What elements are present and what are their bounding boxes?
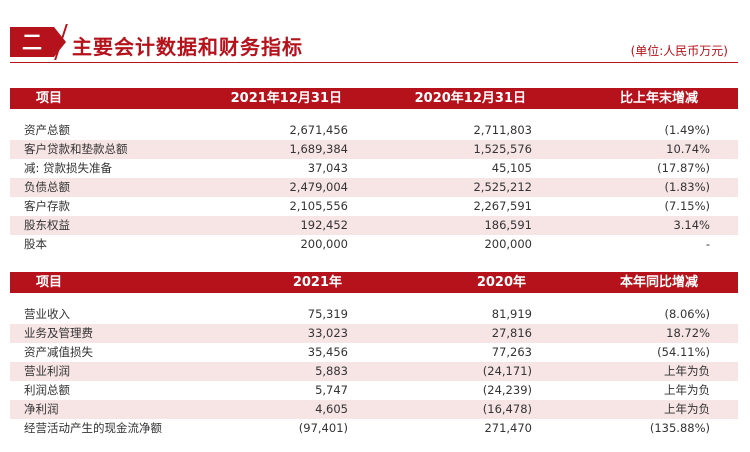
cell-value: 2,479,004 bbox=[289, 180, 348, 194]
cell-value: 5,747 bbox=[315, 383, 348, 397]
income-table-header: 项目 2021年 2020年 本年同比增减 bbox=[10, 272, 738, 293]
section-number-badge: 二 bbox=[10, 27, 66, 57]
cell-value: 33,023 bbox=[307, 326, 348, 340]
row-label: 利润总额 bbox=[24, 383, 70, 397]
unit-note: (单位:人民币万元) bbox=[630, 44, 728, 58]
header-rule bbox=[10, 62, 738, 63]
section-header: 二 主要会计数据和财务指标 (单位:人民币万元) bbox=[0, 0, 750, 64]
table-row: 营业收入 75,319 81,919 (8.06%) bbox=[10, 305, 738, 324]
row-label: 营业收入 bbox=[24, 307, 70, 321]
cell-value: 192,452 bbox=[300, 218, 348, 232]
cell-value: (135.88%) bbox=[649, 421, 710, 435]
cell-value: 3.14% bbox=[673, 218, 710, 232]
column-header: 2020年12月31日 bbox=[414, 91, 526, 106]
cell-value: (17.87%) bbox=[657, 161, 710, 175]
cell-value: (1.83%) bbox=[664, 180, 710, 194]
cell-value: 上年为负 bbox=[664, 402, 710, 416]
cell-value: 2,525,212 bbox=[473, 180, 532, 194]
row-label: 净利润 bbox=[24, 402, 59, 416]
table-row: 股本 200,000 200,000 - bbox=[10, 235, 738, 254]
page-title: 主要会计数据和财务指标 bbox=[72, 35, 303, 59]
column-header: 项目 bbox=[36, 275, 63, 290]
row-label: 经营活动产生的现金流净额 bbox=[24, 421, 162, 435]
cell-value: 4,605 bbox=[315, 402, 348, 416]
cell-value: 37,043 bbox=[307, 161, 348, 175]
cell-value: 77,263 bbox=[491, 345, 532, 359]
cell-value: 2,267,591 bbox=[473, 199, 532, 213]
cell-value: 2,105,556 bbox=[289, 199, 348, 213]
table-row: 负债总额 2,479,004 2,525,212 (1.83%) bbox=[10, 178, 738, 197]
cell-value: 81,919 bbox=[491, 307, 532, 321]
row-label: 业务及管理费 bbox=[24, 326, 93, 340]
cell-value: 18.72% bbox=[666, 326, 710, 340]
cell-value: (24,171) bbox=[482, 364, 532, 378]
cell-value: 200,000 bbox=[300, 237, 348, 251]
row-label: 负债总额 bbox=[24, 180, 70, 194]
table-gap bbox=[10, 293, 738, 305]
table-row: 客户存款 2,105,556 2,267,591 (7.15%) bbox=[10, 197, 738, 216]
cell-value: (1.49%) bbox=[664, 123, 710, 137]
cell-value: (54.11%) bbox=[657, 345, 710, 359]
row-label: 减: 贷款损失准备 bbox=[24, 161, 113, 175]
balance-table-header: 项目 2021年12月31日 2020年12月31日 比上年末增减 bbox=[10, 88, 738, 109]
column-header: 项目 bbox=[36, 91, 63, 106]
cell-value: 75,319 bbox=[307, 307, 348, 321]
cell-value: 2,671,456 bbox=[289, 123, 348, 137]
cell-value: (8.06%) bbox=[664, 307, 710, 321]
table-row: 客户贷款和垫款总额 1,689,384 1,525,576 10.74% bbox=[10, 140, 738, 159]
column-header: 2020年 bbox=[476, 275, 526, 290]
table-row: 营业利润 5,883 (24,171) 上年为负 bbox=[10, 362, 738, 381]
row-label: 股东权益 bbox=[24, 218, 70, 232]
table-row: 资产总额 2,671,456 2,711,803 (1.49%) bbox=[10, 121, 738, 140]
table-row: 经营活动产生的现金流净额 (97,401) 271,470 (135.88%) bbox=[10, 419, 738, 438]
income-statement-table: 项目 2021年 2020年 本年同比增减营业收入 75,319 81,919 (8.06%… bbox=[10, 272, 738, 438]
cell-value: 1,525,576 bbox=[473, 142, 532, 156]
cell-value: (24,239) bbox=[482, 383, 532, 397]
row-label: 客户贷款和垫款总额 bbox=[24, 142, 128, 156]
table-row: 资产减值损失 35,456 77,263 (54.11%) bbox=[10, 343, 738, 362]
cell-value: 1,689,384 bbox=[289, 142, 348, 156]
cell-value: 5,883 bbox=[315, 364, 348, 378]
row-label: 资产减值损失 bbox=[24, 345, 93, 359]
cell-value: 27,816 bbox=[491, 326, 532, 340]
table-row: 股东权益 192,452 186,591 3.14% bbox=[10, 216, 738, 235]
cell-value: (7.15%) bbox=[664, 199, 710, 213]
column-header: 2021年 bbox=[292, 275, 342, 290]
section-number: 二 bbox=[22, 30, 42, 54]
row-label: 股本 bbox=[24, 237, 47, 251]
cell-value: 45,105 bbox=[491, 161, 532, 175]
cell-value: 200,000 bbox=[484, 237, 532, 251]
cell-value: 10.74% bbox=[666, 142, 710, 156]
cell-value: 271,470 bbox=[484, 421, 532, 435]
cell-value: 上年为负 bbox=[664, 364, 710, 378]
column-header: 比上年末增减 bbox=[619, 91, 698, 106]
column-header: 2021年12月31日 bbox=[230, 91, 342, 106]
cell-value: 186,591 bbox=[484, 218, 532, 232]
row-label: 客户存款 bbox=[24, 199, 70, 213]
cell-value: (16,478) bbox=[482, 402, 532, 416]
balance-sheet-table: 项目 2021年12月31日 2020年12月31日 比上年末增减资产总额 2,671,… bbox=[10, 88, 738, 254]
table-row: 净利润 4,605 (16,478) 上年为负 bbox=[10, 400, 738, 419]
column-header: 本年同比增减 bbox=[619, 275, 698, 290]
cell-value: 上年为负 bbox=[664, 383, 710, 397]
table-gap bbox=[10, 109, 738, 121]
table-row: 利润总额 5,747 (24,239) 上年为负 bbox=[10, 381, 738, 400]
cell-value: (97,401) bbox=[298, 421, 348, 435]
row-label: 资产总额 bbox=[24, 123, 70, 137]
cell-value: 35,456 bbox=[307, 345, 348, 359]
table-row: 业务及管理费 33,023 27,816 18.72% bbox=[10, 324, 738, 343]
row-label: 营业利润 bbox=[24, 364, 70, 378]
table-row: 减: 贷款损失准备 37,043 45,105 (17.87%) bbox=[10, 159, 738, 178]
cell-value: - bbox=[705, 237, 710, 251]
cell-value: 2,711,803 bbox=[473, 123, 532, 137]
